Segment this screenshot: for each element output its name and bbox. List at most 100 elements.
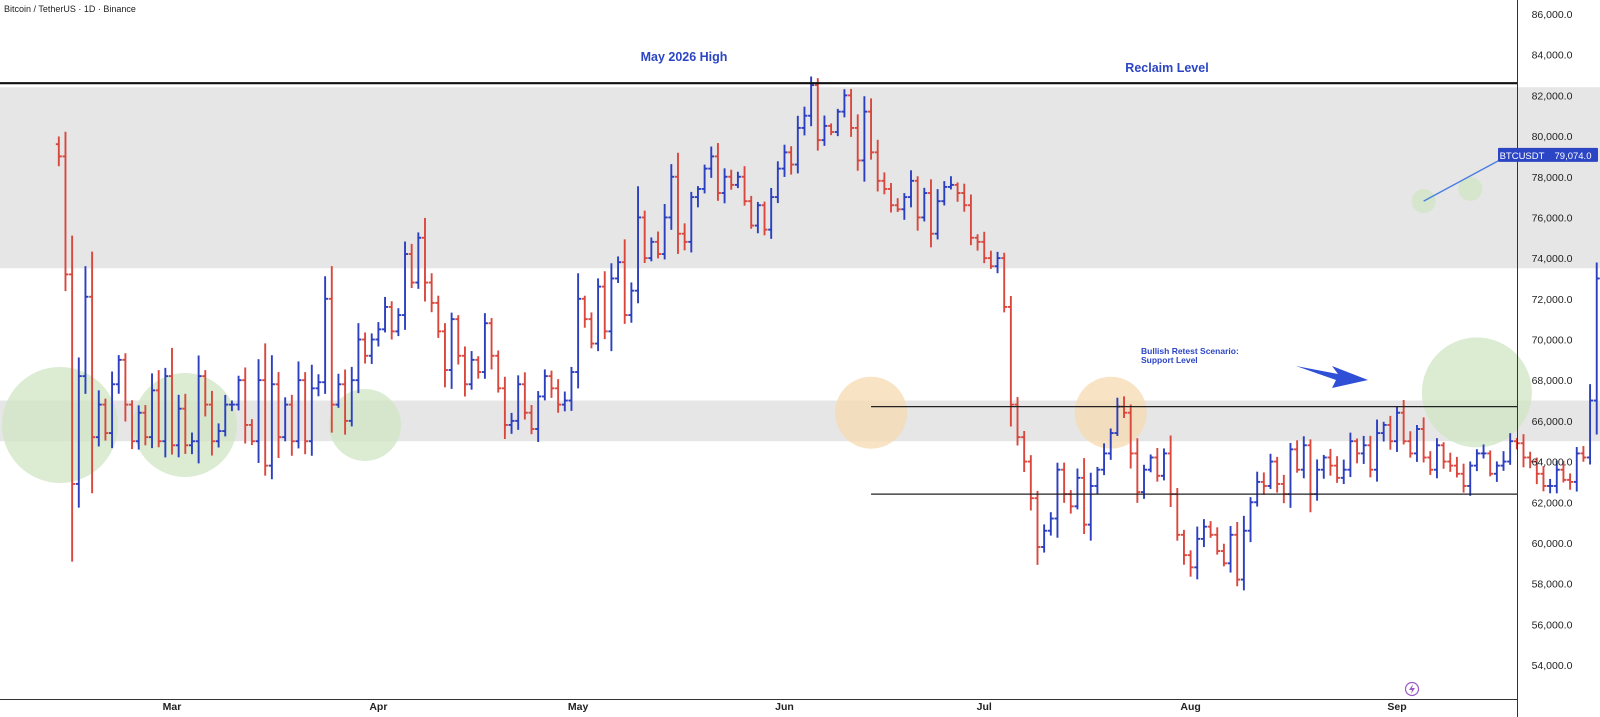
ohlc-bar (581, 295, 588, 328)
ohlc-bar (1547, 478, 1554, 494)
ohlc-bar (1487, 450, 1494, 477)
ohlc-bar (1407, 431, 1414, 458)
ohlc-bar (1081, 458, 1088, 534)
ohlc-bar (1107, 428, 1114, 460)
ohlc-bar (195, 355, 202, 464)
ohlc-bar (967, 194, 974, 246)
ohlc-bar (788, 146, 795, 175)
ohlc-bar (768, 187, 775, 239)
price-badge[interactable]: BTCUSDT 79,074.0 (1498, 147, 1598, 162)
ohlc-bar (355, 323, 362, 394)
ohlc-bar (1234, 522, 1241, 587)
ohlc-bar (874, 139, 881, 192)
price-badge-value: 79,074.0 (1555, 151, 1592, 162)
ohlc-bar (475, 356, 482, 379)
ohlc-bar (1101, 443, 1108, 476)
ohlc-bar (275, 372, 282, 458)
bolt-glyph (1409, 684, 1415, 694)
ohlc-bar (615, 256, 622, 283)
ohlc-bar (1354, 438, 1361, 464)
ohlc-bar (575, 273, 582, 389)
x-tick-label: Jun (775, 701, 794, 713)
price-badge-symbol: BTCUSDT (1500, 151, 1545, 162)
ohlc-bar (1041, 524, 1048, 553)
ohlc-bar (1593, 262, 1600, 435)
ohlc-bar (668, 164, 675, 230)
ohlc-bar (155, 370, 162, 448)
ohlc-bar (1027, 455, 1034, 511)
ohlc-bar (561, 391, 568, 412)
ohlc-bar (1141, 464, 1148, 499)
ohlc-bar (1247, 497, 1254, 543)
ohlc-bar (814, 78, 821, 151)
reclaim-label: Reclaim Level (1125, 61, 1208, 75)
ohlc-bar (268, 355, 275, 480)
ohlc-bar (468, 351, 475, 390)
ohlc-bar (1533, 457, 1540, 485)
price-zone (0, 87, 1600, 269)
ohlc-bar (947, 176, 954, 190)
ohlc-bar (941, 181, 948, 206)
arrow-icon (1296, 366, 1368, 388)
ohlc-bar (1187, 550, 1194, 577)
ohlc-bar (109, 371, 116, 449)
ohlc-bar (1194, 526, 1201, 580)
ohlc-bar (541, 369, 548, 401)
ohlc-bar (402, 241, 409, 330)
ohlc-bar (1207, 521, 1214, 538)
ohlc-bar (75, 357, 82, 508)
green-highlight (1421, 337, 1532, 448)
ohlc-bar (927, 179, 934, 248)
ohlc-bar (901, 193, 908, 220)
ohlc-bar (1453, 456, 1460, 478)
lightning-bolt-icon[interactable] (1404, 681, 1420, 697)
ohlc-bar (981, 231, 988, 264)
x-tick-label: Mar (163, 701, 182, 713)
ohlc-bar (1214, 527, 1221, 555)
ohlc-bar (728, 169, 735, 190)
ohlc-bar (1267, 453, 1274, 489)
ohlc-bar (1240, 515, 1247, 591)
ohlc-bar (1413, 425, 1420, 462)
ohlc-bar (1367, 435, 1374, 478)
y-tick-label: 70,000.0 (1532, 335, 1573, 347)
y-tick-label: 78,000.0 (1532, 172, 1573, 184)
ohlc-bar (388, 301, 395, 340)
ohlc-bar (1480, 444, 1487, 459)
ohlc-bar (408, 243, 415, 289)
ohlc-bar (202, 370, 209, 417)
ohlc-bar (781, 144, 788, 177)
ohlc-bar (82, 266, 89, 394)
orange-highlight (1074, 376, 1147, 449)
ohlc-bar (1007, 295, 1014, 427)
price-zone (0, 400, 1600, 442)
ohlc-bar (521, 372, 528, 420)
ohlc-bar (328, 266, 335, 433)
ohlc-bar (288, 394, 295, 456)
ohlc-bar (881, 172, 888, 195)
ohlc-bar (1134, 438, 1141, 503)
ohlc-bar (1374, 419, 1381, 482)
ohlc-bar (1380, 421, 1387, 442)
ohlc-bar (149, 373, 156, 449)
y-tick-label: 72,000.0 (1532, 294, 1573, 306)
ohlc-bar (1334, 456, 1341, 483)
y-tick-label: 66,000.0 (1532, 416, 1573, 428)
ohlc-bar (142, 405, 149, 446)
ohlc-bar (508, 412, 515, 434)
y-tick-label: 54,000.0 (1532, 660, 1573, 672)
ohlc-bar (162, 367, 169, 458)
x-tick-label: Aug (1180, 701, 1200, 713)
ohlc-bar (1387, 415, 1394, 450)
ohlc-bar (448, 312, 455, 389)
y-tick-label: 56,000.0 (1532, 619, 1573, 631)
ohlc-bar (681, 223, 688, 251)
ohlc-bar (1127, 404, 1134, 469)
ohlc-bar (368, 333, 375, 364)
ohlc-bar (535, 391, 542, 442)
ohlc-bar (421, 217, 428, 302)
ohlc-bar (1307, 439, 1314, 513)
ohlc-bar (89, 251, 96, 494)
ohlc-bar (1340, 459, 1347, 485)
